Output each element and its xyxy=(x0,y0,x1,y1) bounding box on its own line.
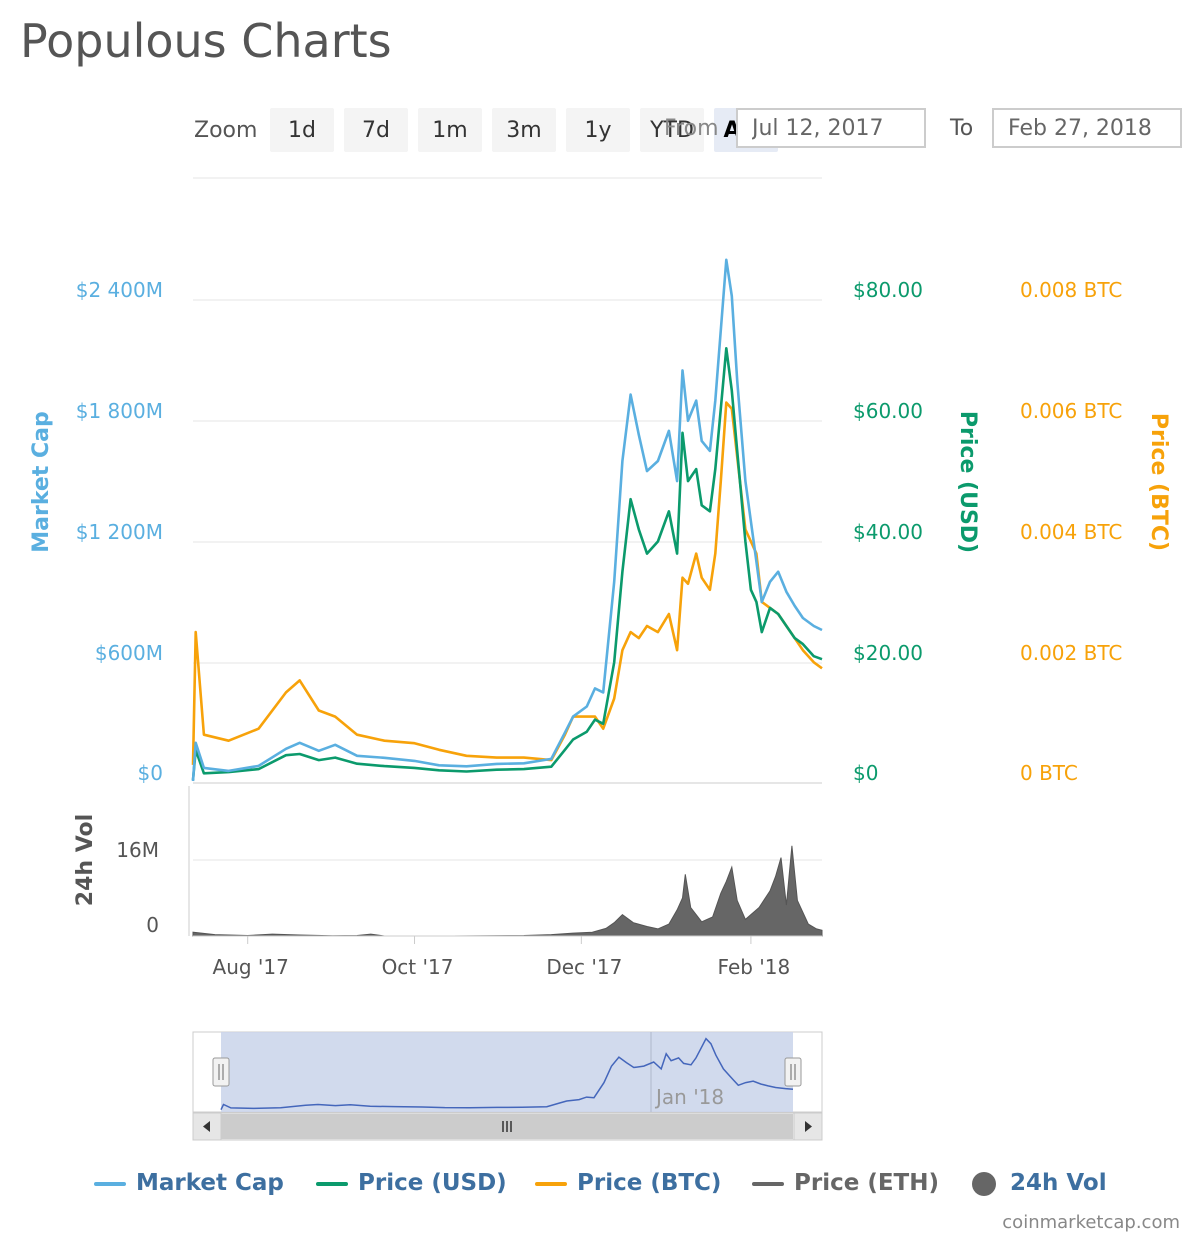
legend-label: Market Cap xyxy=(136,1170,284,1196)
price-usd-tick: $60.00 xyxy=(853,399,923,423)
x-tick-label: Feb '18 xyxy=(718,955,791,979)
legend-label: Price (ETH) xyxy=(794,1170,939,1196)
scroll-left-button[interactable] xyxy=(192,1112,222,1141)
volume-area xyxy=(192,845,823,937)
market-cap-tick: $600M xyxy=(95,641,163,665)
series-line-price-usd xyxy=(191,347,823,781)
series-layer xyxy=(191,258,823,782)
legend-item-price-btc[interactable]: Price (BTC) xyxy=(535,1170,721,1196)
navigator-series-line xyxy=(220,1037,794,1111)
legend-label: 24h Vol xyxy=(1010,1170,1107,1196)
to-label: To xyxy=(950,116,974,141)
x-tick-layer: Aug '17 Oct '17 Dec '17 Feb '18 xyxy=(213,936,791,979)
legend-item-market-cap[interactable]: Market Cap xyxy=(94,1170,284,1196)
legend-swatch xyxy=(752,1181,784,1186)
price-btc-tick: 0.008 BTC xyxy=(1020,278,1122,302)
price-usd-tick: $80.00 xyxy=(853,278,923,302)
price-btc-tick: 0 BTC xyxy=(1020,761,1078,785)
market-cap-tick: $1 200M xyxy=(76,520,163,544)
zoom-7d-button[interactable]: 7d xyxy=(344,108,408,152)
legend-label: Price (BTC) xyxy=(577,1170,722,1196)
zoom-1y-button[interactable]: 1y xyxy=(566,108,630,152)
price-usd-axis-title: Price (USD) xyxy=(955,411,980,553)
market-cap-tick: $1 800M xyxy=(76,399,163,423)
arrow-left-icon xyxy=(203,1121,210,1132)
credits-link[interactable]: coinmarketcap.com xyxy=(1002,1212,1180,1233)
zoom-3m-button[interactable]: 3m xyxy=(492,108,556,152)
market-cap-tick: $2 400M xyxy=(76,278,163,302)
from-date-input[interactable] xyxy=(736,108,926,148)
price-usd-tick: $20.00 xyxy=(853,641,923,665)
volume-tick: 16M xyxy=(116,838,159,862)
navigator-tick: Jan '18 xyxy=(654,1085,724,1109)
market-cap-tick: $0 xyxy=(138,761,163,785)
price-usd-tick: $0 xyxy=(853,761,878,785)
volume-axis-title: 24h Vol xyxy=(73,814,98,906)
zoom-1m-button[interactable]: 1m xyxy=(418,108,482,152)
navigator-right-handle[interactable] xyxy=(784,1057,802,1087)
arrow-right-icon xyxy=(805,1121,812,1132)
legend-label: Price (USD) xyxy=(358,1170,507,1196)
x-tick-label: Dec '17 xyxy=(546,955,622,979)
legend-item-price-eth[interactable]: Price (ETH) xyxy=(752,1170,939,1196)
zoom-ytd-button[interactable]: YTD xyxy=(640,108,704,152)
legend-item-price-usd[interactable]: Price (USD) xyxy=(316,1170,507,1196)
price-btc-tick: 0.002 BTC xyxy=(1020,641,1122,665)
legend-swatch xyxy=(94,1181,126,1186)
volume-layer xyxy=(192,845,823,937)
populous-chart: $2 400M $1 800M $1 200M $600M $0 Market … xyxy=(29,177,1171,1141)
legend-swatch xyxy=(535,1181,567,1186)
navigator-left-handle[interactable] xyxy=(212,1057,230,1087)
zoom-1d-button[interactable]: 1d xyxy=(270,108,334,152)
market-cap-axis-title: Market Cap xyxy=(29,411,54,552)
price-usd-tick: $40.00 xyxy=(853,520,923,544)
navigator-selection[interactable] xyxy=(221,1032,793,1112)
scroll-right-button[interactable] xyxy=(793,1112,823,1141)
legend-swatch xyxy=(316,1181,348,1186)
series-line-price-btc xyxy=(191,401,823,765)
x-tick-label: Oct '17 xyxy=(382,955,454,979)
series-line-market-cap xyxy=(191,258,823,782)
volume-tick: 0 xyxy=(146,913,159,937)
to-date-input[interactable] xyxy=(992,108,1182,148)
legend-item-volume[interactable]: 24h Vol xyxy=(972,1170,1107,1196)
price-btc-tick: 0.004 BTC xyxy=(1020,520,1122,544)
page-title: Populous Charts xyxy=(20,14,392,68)
x-tick-label: Aug '17 xyxy=(213,955,289,979)
chart-legend: Market Cap Price (USD) Price (BTC) Price… xyxy=(0,1170,1200,1210)
legend-dot-icon xyxy=(972,1171,996,1196)
price-btc-axis-title: Price (BTC) xyxy=(1146,413,1171,551)
scrollbar-grip-icon xyxy=(502,1121,512,1132)
zoom-label: Zoom xyxy=(194,118,258,143)
price-btc-tick: 0.006 BTC xyxy=(1020,399,1122,423)
from-label: From xyxy=(664,116,719,141)
